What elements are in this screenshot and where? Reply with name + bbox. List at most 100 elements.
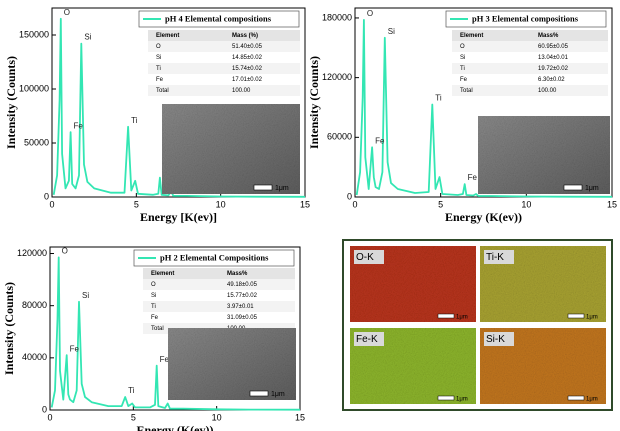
scale-bar-label: 1μm [275, 185, 289, 192]
table-cell: Ti [151, 304, 156, 310]
legend-label: pH 3 Elemental compositions [472, 13, 579, 23]
table-header-bg [143, 268, 295, 279]
map-scale-bar [437, 313, 455, 319]
spectrum-line [355, 19, 613, 198]
map-label-bg [484, 250, 514, 264]
peak-label: Fe [70, 344, 80, 353]
scale-bar-label: 1μm [585, 185, 599, 192]
x-axis-label: Energy [K(ev)] [140, 210, 217, 224]
table-header-bg [148, 30, 300, 41]
table-cell: Total [460, 88, 473, 94]
table-cell: Ti [460, 66, 465, 72]
x-tick-label: 10 [212, 412, 222, 422]
map-label-bg [484, 332, 514, 346]
map-label: Fe-K [356, 334, 378, 345]
y-tick-label: 60000 [327, 132, 352, 142]
table-cell: 100.00 [538, 88, 557, 94]
peak-label: Si [82, 291, 89, 300]
map-scale-bar [567, 395, 585, 401]
x-tick-label: 15 [295, 412, 305, 422]
table-cell: 60.95±0.05 [538, 44, 569, 50]
x-tick-label: 10 [521, 199, 531, 209]
table-cell: Si [151, 293, 156, 299]
table-cell: 13.04±0.01 [538, 55, 569, 61]
table-row-bg [452, 63, 608, 74]
table-row-bg [143, 279, 295, 290]
peak-label: Fe [375, 136, 385, 145]
peak-label: O [367, 9, 373, 18]
legend-box [133, 249, 295, 267]
peak-label: O [62, 247, 68, 256]
legend-box [138, 10, 300, 28]
table-row-bg [148, 41, 300, 52]
y-tick-label: 120000 [17, 248, 47, 258]
table-cell: Fe [151, 315, 159, 321]
table-cell: 51.40±0.05 [232, 44, 263, 50]
table-cell: O [460, 44, 465, 50]
legend-label: pH 4 Elemental compositions [165, 13, 272, 23]
x-tick-label: 0 [49, 199, 54, 209]
table-header: Mass (%) [232, 33, 258, 39]
y-tick-label: 180000 [322, 12, 352, 22]
y-tick-label: 0 [44, 191, 49, 201]
peak-label: Si [84, 33, 91, 42]
map-scale-label: 1μm [586, 315, 598, 321]
y-tick-label: 150000 [19, 29, 49, 39]
table-row-bg [148, 52, 300, 63]
x-tick-label: 0 [352, 199, 357, 209]
y-tick-label: 40000 [22, 352, 47, 362]
peak-label: Ti [435, 94, 442, 103]
map-label: Si-K [486, 334, 505, 345]
table-row-bg [143, 290, 295, 301]
table-cell: 100.00 [232, 88, 251, 94]
peak-label: Ti [131, 116, 138, 125]
table-row-bg [148, 63, 300, 74]
y-tick-label: 50000 [24, 137, 49, 147]
peak-label: Ti [128, 386, 135, 395]
table-cell: Fe [460, 77, 468, 83]
peak-label: O [64, 8, 70, 17]
scale-bar [253, 184, 273, 191]
table-cell: 6.30±0.02 [538, 77, 565, 83]
map-label-bg [354, 250, 384, 264]
y-axis-label: Intensity (Counts) [2, 282, 16, 375]
table-cell: O [151, 282, 156, 288]
y-tick-label: 0 [347, 191, 352, 201]
map-scale-label: 1μm [586, 397, 598, 403]
legend-label: pH 2 Elemental Compositions [160, 252, 269, 262]
x-axis-label: Energy (K(ev)) [445, 210, 522, 224]
table-row-bg [143, 301, 295, 312]
table-cell: Si [460, 55, 465, 61]
x-axis-label: Energy (K(ev)) [137, 423, 214, 431]
table-row-bg [452, 85, 608, 96]
x-tick-label: 5 [438, 199, 443, 209]
table-row-bg [452, 41, 608, 52]
x-tick-label: 5 [131, 412, 136, 422]
table-header: Element [156, 33, 179, 39]
table-cell: 49.18±0.05 [227, 282, 258, 288]
peak-label: Si [388, 27, 395, 36]
x-tick-label: 10 [216, 199, 226, 209]
table-cell: Ti [156, 66, 161, 72]
x-tick-label: 15 [300, 199, 310, 209]
table-cell: 14.85±0.02 [232, 55, 263, 61]
y-tick-label: 100000 [19, 83, 49, 93]
y-tick-label: 80000 [22, 300, 47, 310]
x-tick-label: 5 [134, 199, 139, 209]
table-cell: 17.01±0.02 [232, 77, 263, 83]
table-cell: Fe [156, 77, 164, 83]
spectrum-line [50, 256, 301, 411]
table-cell: Total [156, 88, 169, 94]
table-cell: 15.77±0.02 [227, 293, 258, 299]
table-header: Element [460, 33, 483, 39]
sem-image [168, 328, 296, 400]
table-row-bg [452, 52, 608, 63]
map-scale-label: 1μm [456, 397, 468, 403]
map-scale-bar [567, 313, 585, 319]
map-label: O-K [356, 252, 374, 263]
x-tick-label: 0 [47, 412, 52, 422]
y-tick-label: 0 [42, 404, 47, 414]
peak-label: Fe [468, 173, 478, 182]
map-scale-label: 1μm [456, 315, 468, 321]
x-tick-label: 15 [607, 199, 617, 209]
